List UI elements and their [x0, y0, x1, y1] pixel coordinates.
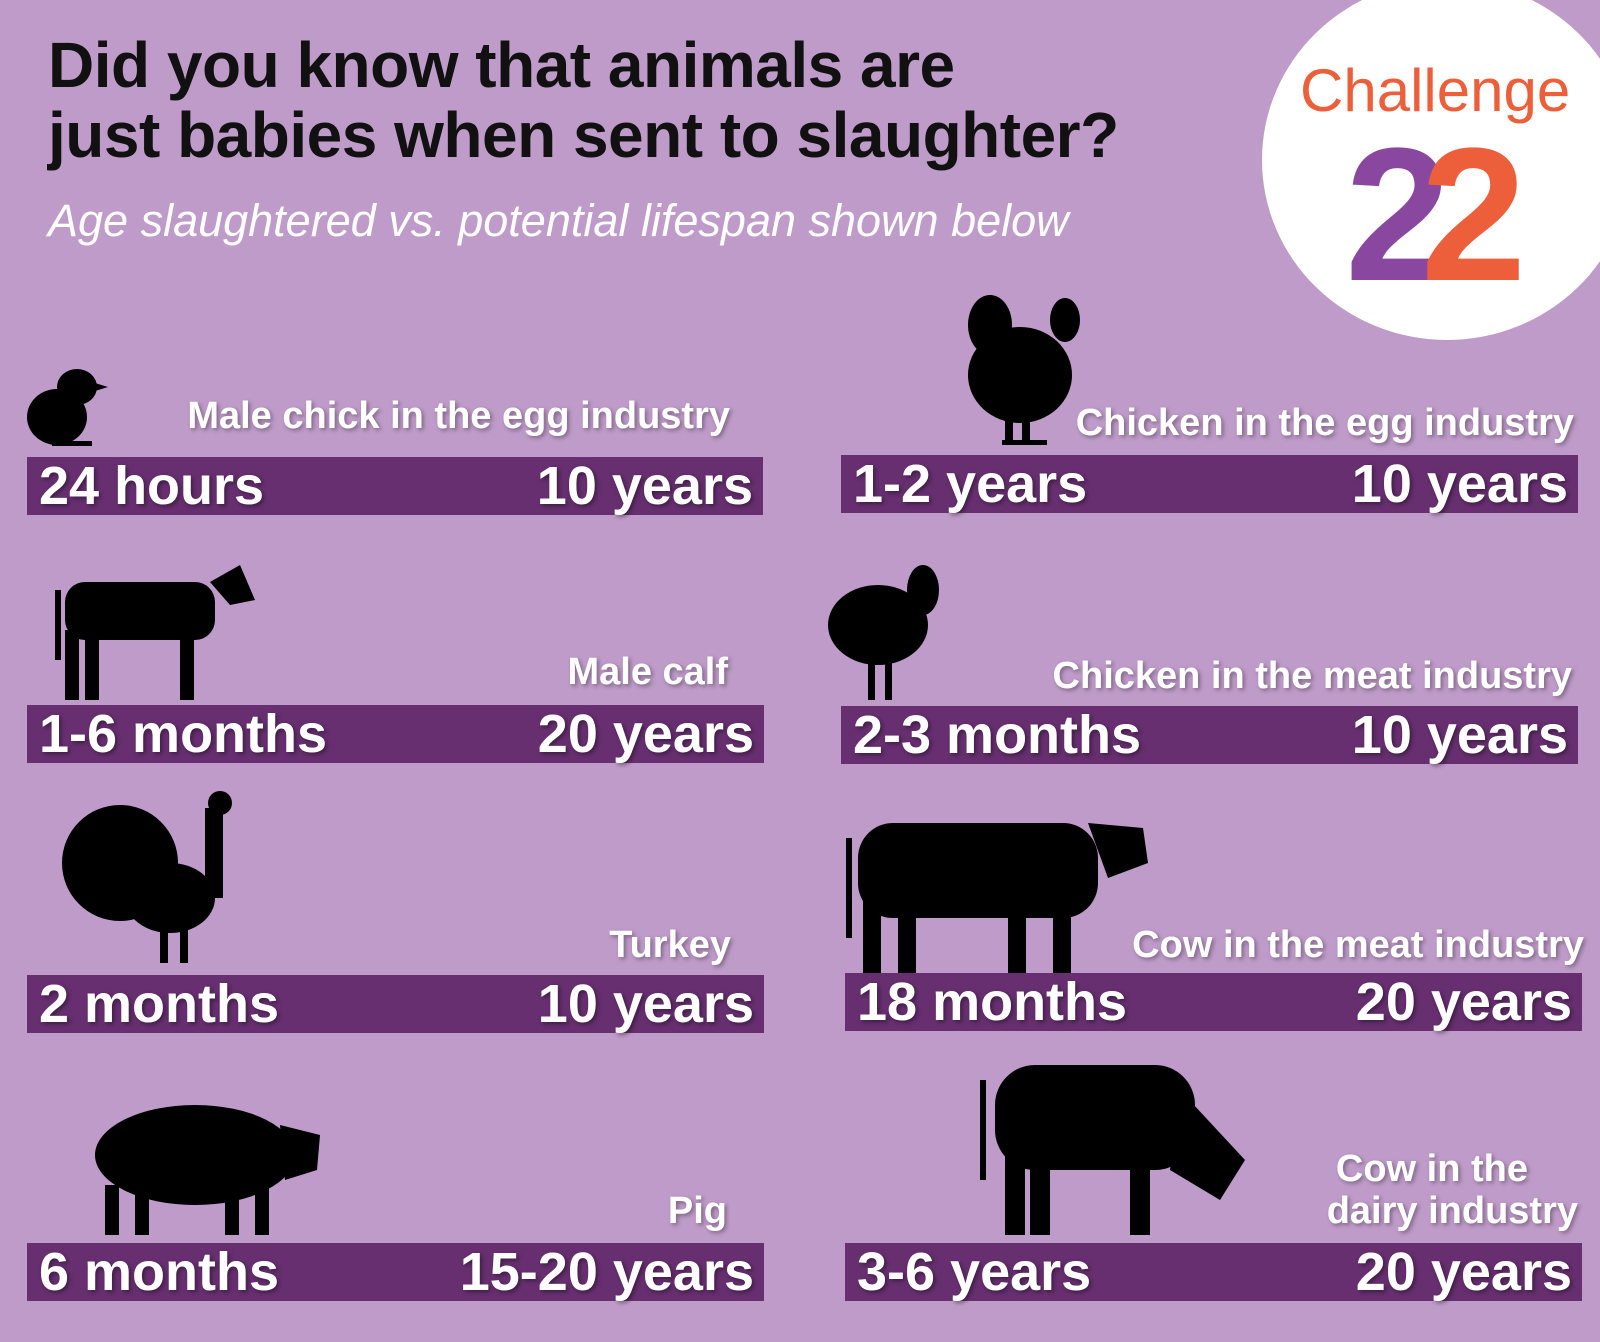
logo-digit-1: 2: [1345, 109, 1451, 321]
slaughter-age: 2 months: [39, 974, 280, 1034]
age-bar: 6 months 15-20 years: [27, 1242, 764, 1302]
lifespan: 10 years: [536, 456, 753, 516]
age-bar: 24 hours 10 years: [27, 456, 763, 516]
age-bar: 1-2 years 10 years: [841, 454, 1578, 514]
page-title: Did you know that animals are just babie…: [48, 30, 1119, 170]
lifespan: 10 years: [537, 974, 754, 1034]
slaughter-age: 1-6 months: [39, 704, 328, 764]
lifespan: 20 years: [537, 704, 754, 764]
animal-label: Cow in the dairy industry: [1327, 1148, 1578, 1232]
slaughter-age: 2-3 months: [853, 705, 1142, 765]
dairy-cow-icon: [980, 1065, 1245, 1235]
age-bar: 3-6 years 20 years: [845, 1242, 1582, 1302]
slaughter-age: 24 hours: [39, 456, 265, 516]
animal-label: Turkey: [609, 924, 731, 966]
slaughter-age: 1-2 years: [853, 454, 1088, 514]
animal-label: Male chick in the egg industry: [187, 395, 730, 437]
animal-label: Cow in the meat industry: [1132, 924, 1584, 966]
slaughter-age: 6 months: [39, 1242, 280, 1302]
age-bar: 2 months 10 years: [27, 974, 764, 1034]
animal-label: Male calf: [567, 651, 728, 693]
slaughter-age: 18 months: [857, 972, 1128, 1032]
pig-icon: [95, 1105, 320, 1235]
calf-icon: [55, 565, 255, 700]
age-bar: 18 months 20 years: [845, 972, 1582, 1032]
title-line-1: Did you know that animals are: [48, 29, 955, 101]
title-line-2: just babies when sent to slaughter?: [48, 99, 1119, 171]
age-bar: 2-3 months 10 years: [841, 705, 1578, 765]
logo-digit-2: 2: [1420, 109, 1527, 321]
age-bar: 1-6 months 20 years: [27, 704, 764, 764]
logo-word: Challenge: [1300, 57, 1571, 124]
hen-icon: [968, 295, 1080, 445]
animal-label: Chicken in the egg industry: [1075, 402, 1574, 444]
subtitle: Age slaughtered vs. potential lifespan s…: [48, 195, 1069, 246]
lifespan: 10 years: [1351, 705, 1568, 765]
animal-label: Chicken in the meat industry: [1052, 655, 1572, 697]
lifespan: 15-20 years: [459, 1242, 754, 1302]
logo-number: 22: [1345, 120, 1526, 310]
chicken-icon: [828, 565, 939, 700]
label-line-2: dairy industry: [1326, 1190, 1578, 1232]
label-line-1: Cow in the: [1335, 1148, 1528, 1190]
lifespan: 10 years: [1351, 454, 1568, 514]
lifespan: 20 years: [1355, 1242, 1572, 1302]
chick-icon: [27, 369, 108, 446]
cow-icon: [846, 823, 1148, 973]
turkey-icon: [62, 791, 232, 963]
slaughter-age: 3-6 years: [857, 1242, 1092, 1302]
challenge22-logo: [1262, 0, 1600, 340]
animal-label: Pig: [667, 1190, 727, 1232]
lifespan: 20 years: [1355, 972, 1572, 1032]
